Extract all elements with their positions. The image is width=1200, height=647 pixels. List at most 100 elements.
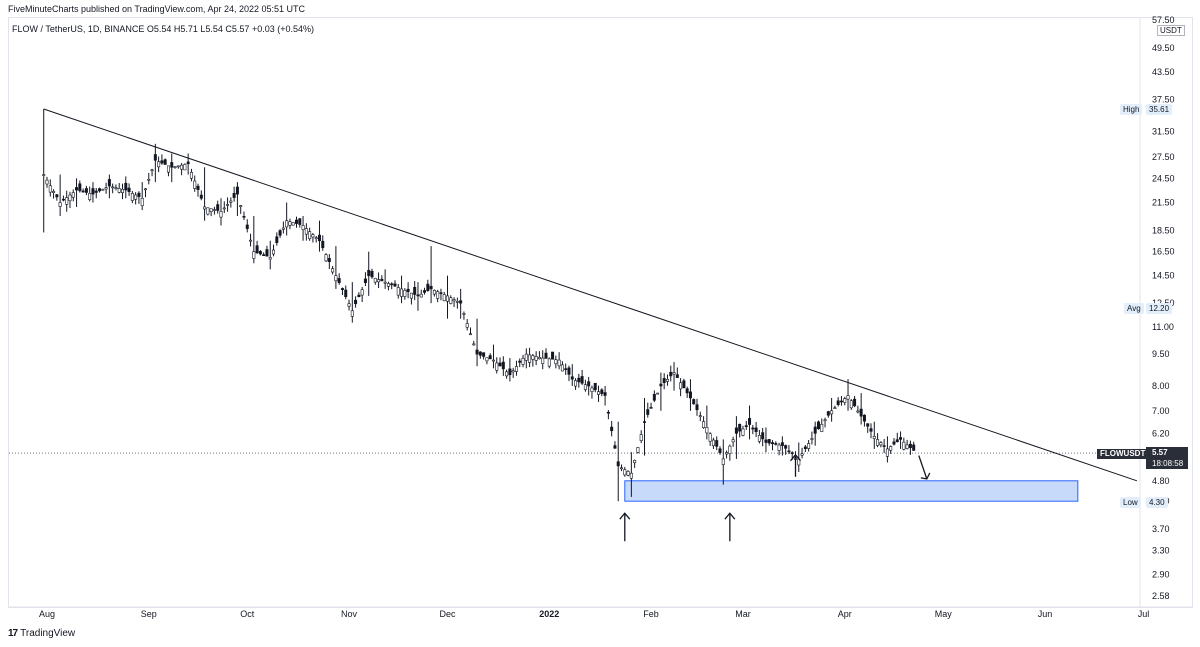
- publisher-line: FiveMinuteCharts published on TradingVie…: [8, 4, 305, 14]
- candle-body: [899, 437, 903, 440]
- candle-body: [334, 275, 338, 282]
- candle-body: [222, 207, 226, 210]
- x-tick-label: Jun: [1038, 609, 1053, 619]
- candle-body: [597, 391, 601, 395]
- candle-body: [98, 188, 102, 192]
- x-tick-label: Oct: [240, 609, 255, 619]
- candle-body: [688, 391, 692, 399]
- candle-body: [731, 439, 735, 443]
- candle-body: [189, 172, 193, 179]
- candle-body: [61, 198, 65, 201]
- candle-body: [807, 443, 811, 449]
- candle-body: [436, 291, 440, 299]
- candle-body: [620, 467, 624, 470]
- candle-body: [124, 182, 128, 191]
- candle-body: [577, 377, 581, 383]
- y-tick-label: 14.50: [1152, 271, 1175, 281]
- currency-button[interactable]: USDT: [1157, 25, 1185, 36]
- candle-body: [771, 442, 775, 445]
- y-tick-label: 4.80: [1152, 476, 1170, 486]
- candle-body: [587, 381, 591, 387]
- candle-body: [468, 333, 472, 336]
- candle-body: [669, 371, 673, 377]
- candle-body: [692, 399, 696, 405]
- candle-body: [905, 444, 909, 449]
- candle-body: [583, 384, 587, 390]
- candle-body: [350, 310, 354, 317]
- candle-body: [682, 380, 686, 389]
- candle-body: [104, 187, 108, 190]
- candle-body: [219, 211, 223, 218]
- candle-body: [245, 224, 249, 229]
- candle-body: [265, 249, 269, 257]
- candle-body: [367, 270, 371, 276]
- candle-body: [764, 439, 768, 443]
- candle-body: [606, 411, 610, 414]
- candle-body: [442, 294, 446, 302]
- candle-body: [278, 230, 282, 236]
- candle-body: [107, 179, 111, 187]
- tradingview-logo-text: TradingView: [20, 628, 76, 639]
- candle-body: [180, 164, 184, 170]
- trendline: [43, 108, 1138, 482]
- candle-body: [610, 426, 614, 432]
- tradingview-logo-icon: 17: [8, 628, 18, 639]
- candle-body: [892, 441, 896, 445]
- candle-body: [501, 361, 505, 370]
- x-tick-label: Feb: [643, 609, 659, 619]
- candle-body: [744, 425, 748, 428]
- candle-body: [849, 400, 853, 409]
- candle-body: [229, 200, 233, 203]
- candle-body: [675, 374, 679, 378]
- candle-body: [488, 355, 492, 360]
- candle-body: [449, 297, 453, 304]
- candle-body: [308, 231, 312, 240]
- candle-body: [751, 427, 755, 430]
- candle-body: [390, 283, 394, 286]
- candle-body: [268, 257, 272, 260]
- candle-body: [725, 452, 729, 455]
- candle-body: [547, 358, 551, 367]
- candle-body: [166, 165, 170, 173]
- candle-body: [498, 362, 502, 367]
- candle-body: [209, 208, 213, 212]
- candle-body: [780, 442, 784, 446]
- candle-body: [656, 392, 660, 395]
- candle-body: [48, 185, 52, 193]
- candle-body: [767, 439, 771, 444]
- candle-body: [377, 279, 381, 283]
- last-price-tag: 5.57 18:08:58: [1146, 447, 1188, 469]
- candle-body: [117, 188, 121, 193]
- candle-body: [199, 194, 203, 199]
- up-arrow-head: [790, 453, 801, 462]
- candle-body: [616, 461, 620, 467]
- candle-body: [327, 258, 331, 262]
- candle-body: [262, 254, 266, 256]
- candle-body: [846, 395, 850, 400]
- x-tick-label: Nov: [341, 609, 358, 619]
- candle-body: [662, 378, 666, 383]
- arrows: [619, 453, 931, 542]
- candle-body: [360, 289, 364, 296]
- candle-body: [482, 352, 486, 357]
- candle-body: [636, 447, 640, 453]
- candle-body: [600, 389, 604, 394]
- candle-body: [380, 278, 384, 282]
- candle-body: [317, 234, 321, 242]
- tradingview-logo[interactable]: 17 TradingView: [8, 628, 75, 639]
- candle-body: [564, 368, 568, 370]
- candle-body: [830, 410, 834, 415]
- candle-body: [574, 380, 578, 387]
- candle-body: [163, 159, 167, 165]
- candle-body: [862, 414, 866, 422]
- candle-body: [272, 249, 276, 255]
- y-tick-label: 18.50: [1152, 225, 1175, 235]
- candle-body: [340, 288, 344, 290]
- down-arrow-head: [920, 472, 931, 480]
- candle-body: [409, 292, 413, 299]
- y-tick-label: 43.50: [1152, 67, 1175, 77]
- candle-body: [505, 371, 509, 377]
- candle-body: [298, 218, 302, 225]
- candle-body: [560, 364, 564, 372]
